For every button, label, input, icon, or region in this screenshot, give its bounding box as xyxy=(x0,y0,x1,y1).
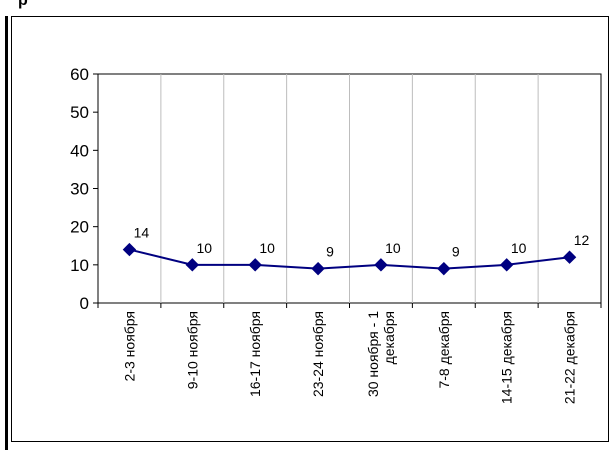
page-top-text: р xyxy=(18,0,28,9)
left-border-rule xyxy=(5,16,8,450)
data-point-marker xyxy=(311,261,325,276)
data-label: 9 xyxy=(326,244,334,260)
y-tick-label: 30 xyxy=(70,180,89,199)
x-tick-label: 2-3 ноября xyxy=(121,311,137,381)
y-tick-label: 40 xyxy=(70,141,89,160)
y-tick-label: 60 xyxy=(70,65,89,84)
data-label: 9 xyxy=(452,244,460,260)
x-tick-label: 23-24 ноября xyxy=(310,311,326,397)
data-point-marker xyxy=(499,258,514,272)
data-label: 14 xyxy=(134,225,150,241)
chart-frame: 0 10 20 30 40 50 60 2-3 ноября 9-10 ноября 16-17 … xyxy=(11,16,609,442)
data-point-marker xyxy=(248,258,262,272)
x-tick-label: 16-17 ноября xyxy=(247,311,263,397)
data-label: 10 xyxy=(511,240,527,256)
data-label: 12 xyxy=(574,232,590,248)
y-tick-label: 10 xyxy=(70,256,89,275)
x-tick-label: 7-8 декабря xyxy=(436,311,452,389)
data-point-marker xyxy=(185,258,200,272)
series-line xyxy=(129,248,570,270)
data-label: 10 xyxy=(385,240,401,256)
data-point-marker xyxy=(122,242,137,257)
line-chart: 0 10 20 30 40 50 60 2-3 ноября 9-10 ноября 16-17 … xyxy=(70,65,602,404)
x-tick-label: 21-22 декабря xyxy=(562,311,578,404)
data-point-marker xyxy=(562,250,577,264)
y-tick-label: 20 xyxy=(70,218,89,237)
data-label: 10 xyxy=(259,240,275,256)
y-tick-label: 0 xyxy=(80,294,89,313)
data-label: 10 xyxy=(197,240,213,256)
x-tick-label: 30 ноября - 1декабря xyxy=(365,311,397,397)
data-point-marker xyxy=(374,258,388,272)
data-point-marker xyxy=(437,261,451,276)
x-tick-label: 9-10 ноября xyxy=(184,311,200,389)
y-tick-label: 50 xyxy=(70,103,89,122)
x-tick-label: 14-15 декабря xyxy=(499,311,515,404)
